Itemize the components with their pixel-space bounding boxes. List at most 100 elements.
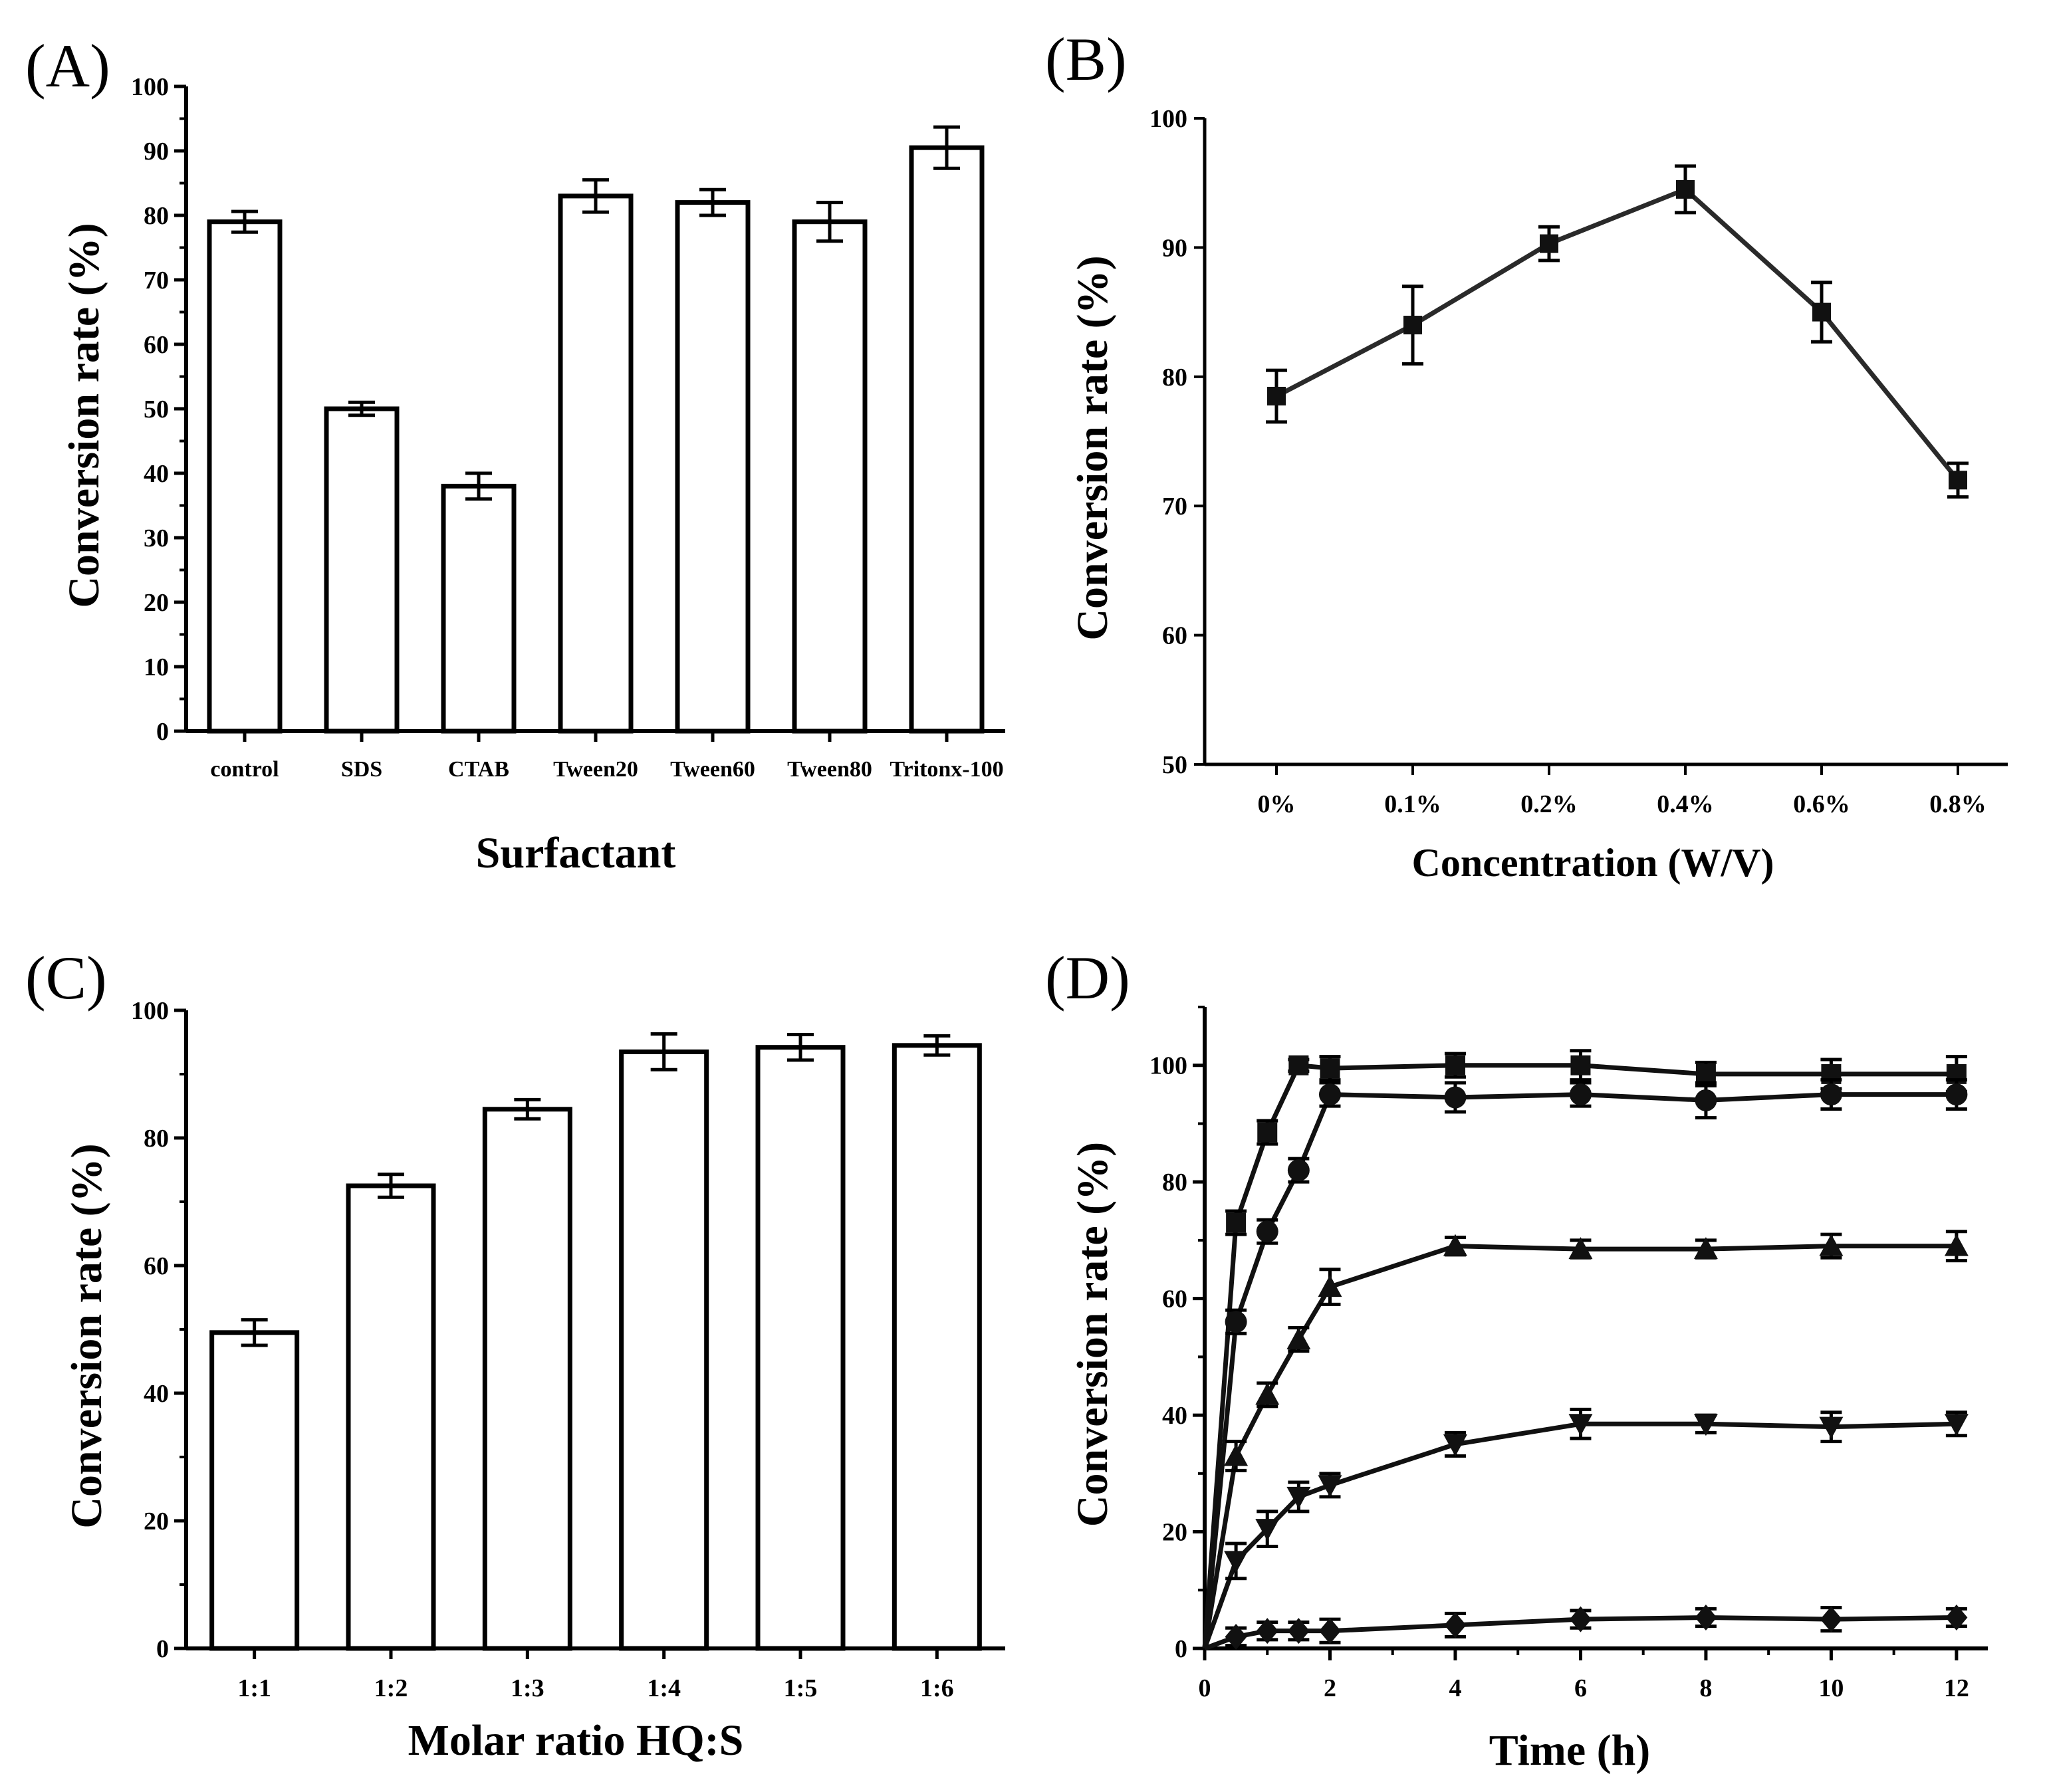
panel-d-series-square-line — [1202, 1063, 1957, 1649]
panel-d-point-square — [1288, 1055, 1309, 1075]
panel-c-bar — [209, 1330, 300, 1651]
panel-c-error-bar — [787, 1032, 814, 1062]
panel-d-point-triangle-up — [1568, 1237, 1593, 1260]
panel-a-ytick-label: 90 — [144, 138, 169, 166]
panel-b-label: (B) — [1045, 25, 1127, 93]
panel-a-ytick-label: 30 — [144, 524, 169, 552]
panel-d-point-triangle-up — [1224, 1444, 1249, 1466]
panel-c-bar — [346, 1183, 436, 1651]
panel-d-point-square — [1320, 1058, 1340, 1079]
panel-d-point-triangle-up — [1693, 1237, 1718, 1260]
panel-a-bar — [675, 200, 751, 734]
panel-d-ytick-label: 60 — [1162, 1286, 1187, 1313]
panel-d-ytick-label: 100 — [1149, 1052, 1187, 1080]
panel-a-xtick-label: Tween60 — [670, 757, 755, 782]
panel-d-point-diamond — [1695, 1605, 1717, 1631]
panel-d-xtick-label: 12 — [1944, 1674, 1969, 1702]
panel-b-ytick-label: 90 — [1162, 234, 1187, 262]
panel-b-ylabel: Conversion rate (%) — [1068, 255, 1117, 640]
panel-d-point-square — [1226, 1212, 1247, 1233]
panel-c-xtick-label: 1:2 — [374, 1674, 408, 1702]
panel-c-error-bar — [241, 1318, 268, 1347]
panel-d-point-diamond — [1225, 1623, 1247, 1650]
panel-a-bar — [558, 193, 634, 734]
panel-b-point — [1540, 234, 1558, 253]
panel-b-point — [1403, 316, 1422, 335]
panel-b-xtick-label: 0.2% — [1520, 790, 1578, 818]
panel-d-point-triangle-down — [1819, 1416, 1844, 1439]
panel-d-point-circle — [1256, 1220, 1278, 1243]
panel-d-point-triangle-up — [1944, 1234, 1969, 1256]
panel-a-error-bar — [933, 125, 960, 170]
panel-d-xtick-label: 8 — [1699, 1674, 1712, 1702]
panel-b-ytick-label: 50 — [1162, 751, 1187, 779]
panel-c-error-bar — [923, 1034, 951, 1057]
panel-c-ytick-label: 20 — [144, 1508, 169, 1535]
panel-a-bar — [441, 483, 517, 734]
panel-a-xtick-label: Tween20 — [553, 757, 638, 782]
panel-d-label: (D) — [1045, 944, 1130, 1012]
panel-d-point-square — [1257, 1122, 1278, 1143]
panel-d-series-triangle-down-line — [1202, 1421, 1957, 1650]
panel-c-xlabel: Molar ratio HQ:S — [408, 1716, 744, 1765]
panel-a-bar — [324, 406, 400, 734]
panel-d-series-diamond-line — [1203, 1615, 1957, 1651]
panel-b-point — [1949, 471, 1967, 490]
panel-d-point-circle — [1820, 1083, 1842, 1106]
panel-b-xtick-label: 0.6% — [1793, 790, 1850, 818]
panel-b-ytick-label: 80 — [1162, 364, 1187, 392]
panel-a-error-bar — [816, 201, 843, 243]
panel-c-error-bar — [650, 1032, 677, 1071]
panel-a-xlabel: Surfactant — [476, 829, 676, 877]
panel-c-label: (C) — [25, 944, 107, 1012]
panel-d-point-circle — [1569, 1083, 1592, 1106]
panel-d-ytick-label: 40 — [1162, 1402, 1187, 1430]
panel-b-xtick-label: 0.8% — [1929, 790, 1986, 818]
panel-d-point-circle — [1225, 1311, 1247, 1333]
panel-a-bar — [909, 145, 985, 734]
panel-b-xtick-label: 0% — [1258, 790, 1296, 818]
panel-c-ylabel: Conversion rate (%) — [62, 1143, 111, 1528]
panel-d-xtick-label: 0 — [1199, 1674, 1211, 1702]
panel-d-xlabel: Time (h) — [1489, 1726, 1651, 1775]
panel-d-series-triangle-up-line — [1202, 1244, 1957, 1649]
panel-c-error-bar — [378, 1173, 404, 1199]
panel-c-ytick-label: 60 — [144, 1252, 169, 1280]
panel-d-xtick-label: 4 — [1449, 1674, 1461, 1702]
panel-c-xtick-label: 1:4 — [647, 1674, 681, 1702]
panel-b-xtick-label: 0.1% — [1384, 790, 1441, 818]
panel-b-series-line — [1275, 186, 1960, 482]
panel-c-bar — [619, 1049, 709, 1651]
panel-a-error-bar — [699, 187, 726, 217]
panel-a-bar — [207, 219, 283, 734]
panel-d-ytick-label: 20 — [1162, 1519, 1187, 1547]
panel-a-error-bar — [465, 471, 492, 501]
panel-d-point-triangle-down — [1568, 1414, 1593, 1436]
panel-d-point-triangle-down — [1318, 1475, 1342, 1498]
panel-d-ytick-label: 0 — [1175, 1635, 1187, 1663]
panel-a-ylabel: Conversion rate (%) — [60, 223, 108, 608]
panel-a-error-bar — [348, 400, 375, 417]
panel-a-bar — [792, 219, 868, 734]
panel-d-point-circle — [1945, 1083, 1968, 1106]
panel-d-point-circle — [1695, 1089, 1717, 1111]
panel-d-point-triangle-up — [1443, 1234, 1467, 1256]
panel-d-ytick-label: 80 — [1162, 1169, 1187, 1196]
panel-c-xtick-label: 1:1 — [237, 1674, 271, 1702]
panel-b-ytick-label: 70 — [1162, 493, 1187, 520]
panel-a-xtick-label: Tween80 — [787, 757, 872, 782]
panel-a-ytick-label: 10 — [144, 653, 169, 681]
panel-b-ytick-label: 100 — [1149, 105, 1187, 133]
panel-b-ytick-label: 60 — [1162, 622, 1187, 650]
panel-c-ytick-label: 80 — [144, 1125, 169, 1153]
panel-b-xlabel: Concentration (W/V) — [1412, 841, 1774, 885]
panel-c-xtick-label: 1:3 — [511, 1674, 544, 1702]
panel-c-bar — [482, 1107, 572, 1651]
panel-d-point-triangle-down — [1255, 1519, 1280, 1541]
panel-a-xtick-label: CTAB — [448, 757, 509, 782]
panel-d-point-diamond — [1820, 1606, 1842, 1632]
panel-a-ytick-label: 100 — [131, 73, 169, 101]
panel-d-point-triangle-down — [1286, 1486, 1311, 1509]
panel-d-point-triangle-down — [1443, 1434, 1467, 1456]
panel-a-label: (A) — [25, 32, 110, 100]
